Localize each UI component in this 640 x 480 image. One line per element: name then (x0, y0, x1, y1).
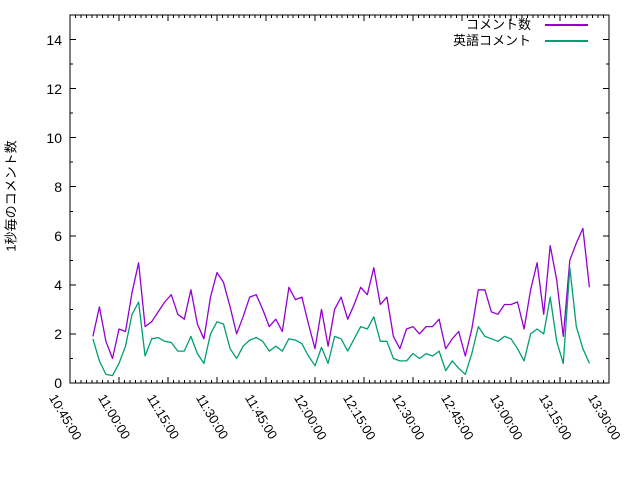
y-tick-label: 10 (46, 129, 62, 146)
y-tick-label: 14 (46, 31, 62, 48)
legend-line-sample (545, 24, 588, 26)
series-line-2 (92, 267, 590, 377)
y-tick-label: 12 (46, 80, 62, 97)
plot-border (69, 14, 610, 384)
y-tick-label: 6 (54, 227, 62, 244)
legend-label: 英語コメント (452, 33, 531, 48)
legend-item: 英語コメント (453, 33, 588, 49)
legend-item: コメント数 (453, 17, 588, 33)
y-tick-label: 0 (54, 375, 62, 391)
legend: コメント数 英語コメント (453, 17, 588, 49)
series-line-1 (92, 227, 591, 360)
legend-label: コメント数 (465, 17, 531, 32)
legend-line-sample (545, 40, 588, 42)
y-tick-label: 8 (54, 178, 62, 195)
y-tick-label: 2 (54, 325, 62, 342)
y-tick-label: 4 (54, 276, 62, 293)
